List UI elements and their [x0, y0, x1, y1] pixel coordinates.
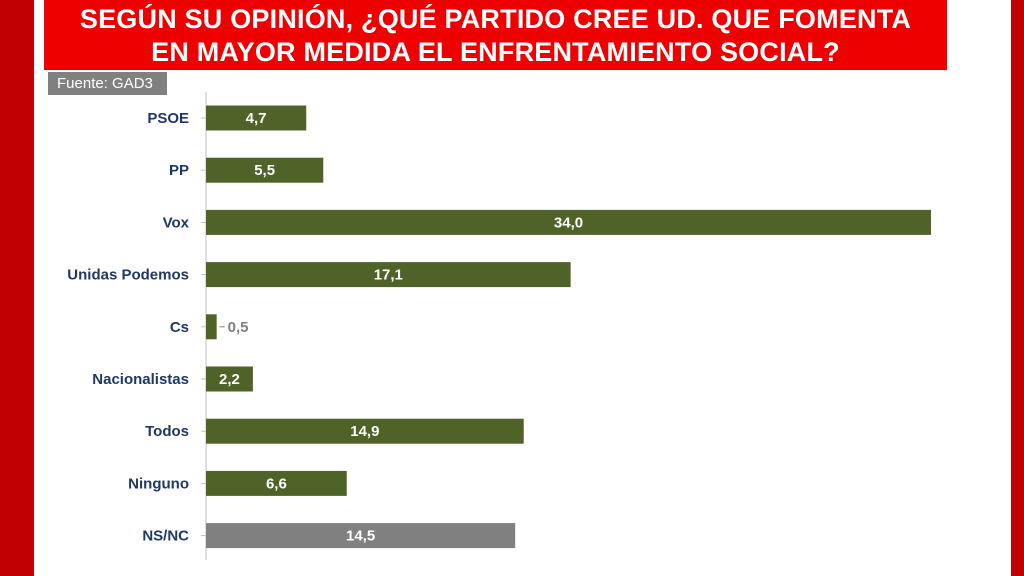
category-label-psoe: PSOE — [147, 110, 189, 127]
value-label-cs: 0,5 — [228, 319, 249, 336]
bar-ninguno — [206, 470, 347, 496]
chart-title-line-1: SEGÚN SU OPINIÓN, ¿QUÉ PARTIDO CREE UD. … — [79, 4, 912, 34]
value-label-todos: 14,9 — [350, 423, 379, 440]
chart-title: SEGÚN SU OPINIÓN, ¿QUÉ PARTIDO CREE UD. … — [44, 0, 947, 70]
value-label-ninguno: 6,6 — [266, 475, 287, 492]
category-label-vox: Vox — [163, 214, 190, 231]
right-red-border — [1011, 0, 1024, 576]
bar-pp — [206, 157, 324, 183]
bar-ns-nc — [206, 523, 516, 549]
bar-unidas-podemos — [206, 262, 571, 288]
chart-title-line-2: EN MAYOR MEDIDA EL ENFRENTAMIENTO SOCIAL… — [151, 37, 840, 67]
value-label-psoe: 4,7 — [246, 110, 267, 127]
value-label-unidas-podemos: 17,1 — [374, 267, 403, 284]
bar-todos — [206, 418, 524, 444]
value-label-pp: 5,5 — [254, 162, 275, 179]
bar-vox — [206, 209, 931, 235]
category-label-pp: PP — [169, 162, 189, 179]
source-badge: Fuente: GAD3 — [48, 72, 167, 95]
bar-psoe — [206, 105, 307, 131]
category-label-unidas-podemos: Unidas Podemos — [67, 267, 189, 284]
value-label-ns-nc: 14,5 — [346, 528, 375, 545]
left-red-border — [0, 0, 34, 576]
bar-nacionalistas — [206, 366, 253, 392]
bar-cs — [206, 314, 217, 340]
value-label-nacionalistas: 2,2 — [219, 371, 240, 388]
category-label-ns-nc: NS/NC — [142, 528, 189, 545]
category-label-cs: Cs — [170, 319, 189, 336]
category-label-nacionalistas: Nacionalistas — [92, 371, 189, 388]
category-label-ninguno: Ninguno — [128, 475, 189, 492]
value-label-vox: 34,0 — [554, 214, 583, 231]
category-label-todos: Todos — [145, 423, 189, 440]
